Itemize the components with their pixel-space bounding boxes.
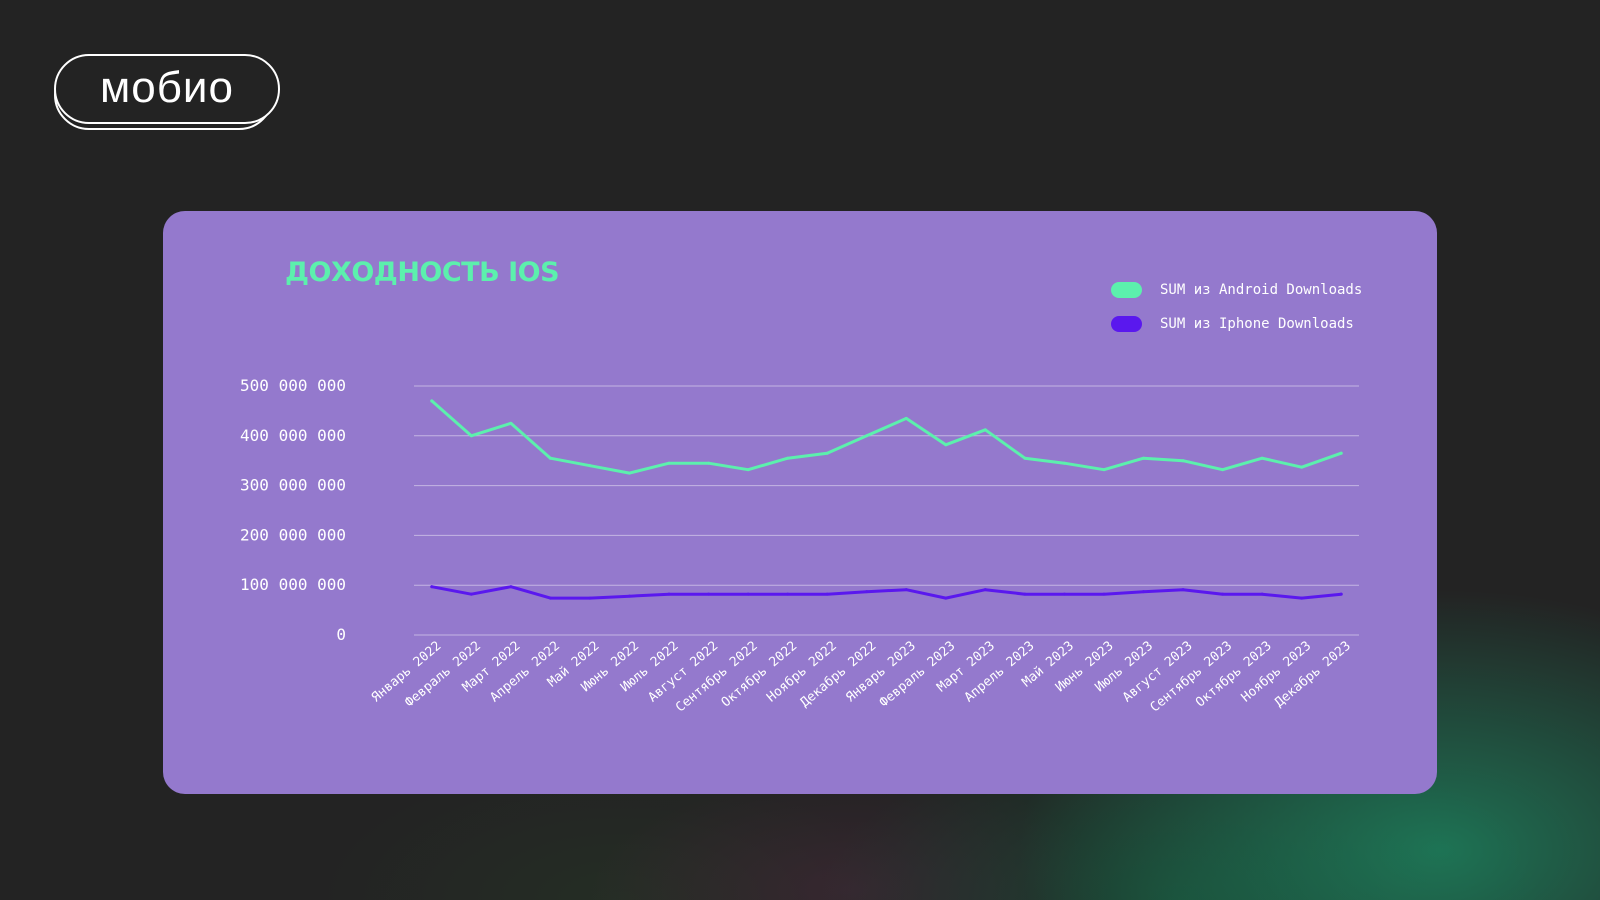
legend-item-android[interactable]: SUM из Android Downloads — [1111, 279, 1362, 301]
legend-swatch-iphone — [1111, 316, 1142, 332]
data-point — [1062, 461, 1066, 465]
data-point — [1142, 590, 1146, 594]
data-point — [983, 588, 987, 592]
data-point — [1339, 451, 1343, 455]
data-point — [509, 421, 513, 425]
y-tick-label: 200 000 000 — [240, 525, 346, 544]
data-point — [983, 428, 987, 432]
data-point — [588, 464, 592, 468]
data-point — [1062, 592, 1066, 596]
legend-item-iphone[interactable]: SUM из Iphone Downloads — [1111, 313, 1362, 335]
y-tick-label: 300 000 000 — [240, 476, 346, 495]
y-tick-label: 100 000 000 — [240, 575, 346, 594]
y-tick-label: 0 — [336, 625, 346, 644]
data-point — [548, 456, 552, 460]
y-tick-label: 400 000 000 — [240, 426, 346, 445]
data-point — [1300, 596, 1304, 600]
data-point — [786, 592, 790, 596]
chart-title: ДОХОДНОСТЬ IOS — [285, 257, 560, 288]
chart-card: ДОХОДНОСТЬ IOS SUM из Android Downloads … — [163, 211, 1437, 794]
data-point — [1300, 465, 1304, 469]
data-point — [469, 434, 473, 438]
legend-swatch-android — [1111, 282, 1142, 298]
series-layer — [430, 399, 1343, 600]
mobio-logo: мобио — [54, 54, 280, 134]
data-point — [1181, 588, 1185, 592]
data-point — [1102, 592, 1106, 596]
data-point — [667, 461, 671, 465]
data-point — [944, 443, 948, 447]
y-tick-label: 500 000 000 — [240, 376, 346, 395]
data-point — [1339, 592, 1343, 596]
data-point — [627, 594, 631, 598]
data-point — [430, 399, 434, 403]
data-point — [1181, 459, 1185, 463]
logo-pill: мобио — [54, 54, 280, 124]
data-point — [1023, 592, 1027, 596]
data-point — [1142, 456, 1146, 460]
data-point — [746, 592, 750, 596]
line-chart-plot: 0 100 000 000 200 000 000 300 000 000 400 00… — [240, 376, 1359, 716]
series-line-android — [430, 399, 1343, 475]
y-axis-tick-labels: 0 100 000 000 200 000 000 300 000 000 400 00… — [240, 376, 346, 644]
series-line-iphone — [430, 585, 1343, 600]
data-point — [1260, 456, 1264, 460]
data-point — [707, 461, 711, 465]
data-point — [469, 592, 473, 596]
data-point — [627, 471, 631, 475]
data-point — [944, 596, 948, 600]
legend-label-iphone: SUM из Iphone Downloads — [1160, 316, 1354, 332]
data-point — [548, 596, 552, 600]
legend-label-android: SUM из Android Downloads — [1160, 282, 1363, 298]
data-point — [904, 588, 908, 592]
data-point — [746, 468, 750, 472]
data-point — [1260, 592, 1264, 596]
data-point — [1221, 468, 1225, 472]
data-point — [509, 585, 513, 589]
grid-layer — [414, 385, 1359, 636]
data-point — [1221, 592, 1225, 596]
data-point — [865, 590, 869, 594]
data-point — [588, 596, 592, 600]
data-point — [667, 592, 671, 596]
data-point — [825, 451, 829, 455]
logo-text: мобио — [100, 63, 234, 112]
data-point — [1102, 468, 1106, 472]
data-point — [707, 592, 711, 596]
chart-legend: SUM из Android Downloads SUM из Iphone D… — [1111, 279, 1362, 347]
data-point — [825, 592, 829, 596]
data-point — [430, 585, 434, 589]
data-point — [1023, 456, 1027, 460]
data-point — [904, 416, 908, 420]
data-point — [786, 456, 790, 460]
data-point — [865, 434, 869, 438]
